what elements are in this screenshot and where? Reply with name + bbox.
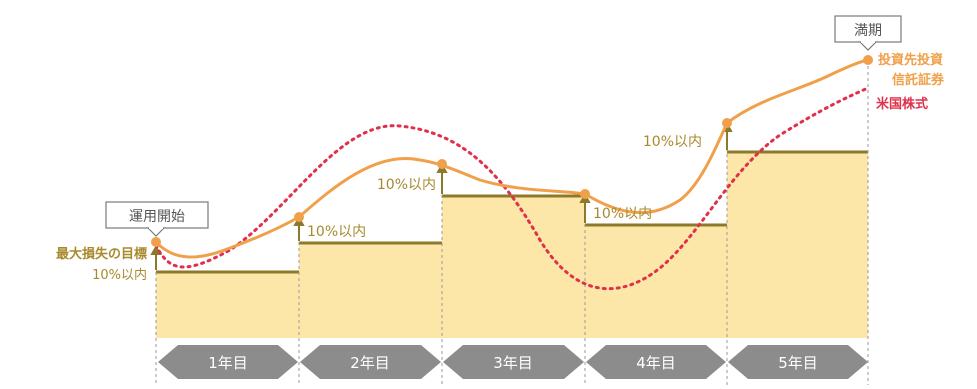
within-10-year2: 10%以内 <box>307 224 366 240</box>
fund-point-start <box>151 237 161 247</box>
floor-steps <box>156 150 868 338</box>
fund-point-maturity <box>863 55 873 65</box>
floor-step-year3 <box>442 196 585 338</box>
year-segment-3 <box>443 345 584 379</box>
legend-us-stocks: 米国株式 <box>876 96 928 112</box>
fund-line <box>154 58 870 259</box>
year-segment-5 <box>728 345 868 379</box>
max-loss-label: 最大損失の目標 <box>56 246 147 262</box>
floor-step-year1 <box>156 272 299 338</box>
year-segment-2 <box>300 345 441 379</box>
year-segment-4 <box>586 345 726 379</box>
year-label-2: 2年目 <box>350 354 390 372</box>
within-10-year4: 10%以内 <box>593 206 652 222</box>
fund-point-year4 <box>722 118 732 128</box>
fund-point-year1 <box>294 212 304 222</box>
fund-point-year3 <box>580 189 590 199</box>
fund-points <box>151 55 873 247</box>
year-label-4: 4年目 <box>636 354 676 372</box>
within-10-year5: 10%以内 <box>643 134 702 150</box>
year-segment-1 <box>158 345 298 379</box>
legend-fund-line2: 信託証券 <box>892 72 945 88</box>
legend-fund-line1: 投資先投資 <box>878 52 943 68</box>
floor-step-year2 <box>299 243 442 338</box>
year-label-1: 1年目 <box>208 354 248 372</box>
us-stocks-line <box>154 86 870 291</box>
year-boundaries <box>155 60 869 385</box>
start-label: 運用開始 <box>129 209 185 225</box>
maturity-callout: 満期 <box>834 15 902 51</box>
year-arrow-bar: 1年目 2年目 3年目 4年目 5年目 <box>158 345 868 379</box>
floor-step-year5 <box>727 152 868 338</box>
within-10-year3: 10%以内 <box>377 177 436 193</box>
floor-step-year4 <box>585 225 727 338</box>
maturity-label: 満期 <box>854 23 882 39</box>
year-label-3: 3年目 <box>493 354 533 372</box>
start-callout: 運用開始 <box>105 201 209 237</box>
year-label-5: 5年目 <box>778 354 818 372</box>
max-loss-value: 10%以内 <box>92 267 147 283</box>
fund-point-year2 <box>437 159 447 169</box>
